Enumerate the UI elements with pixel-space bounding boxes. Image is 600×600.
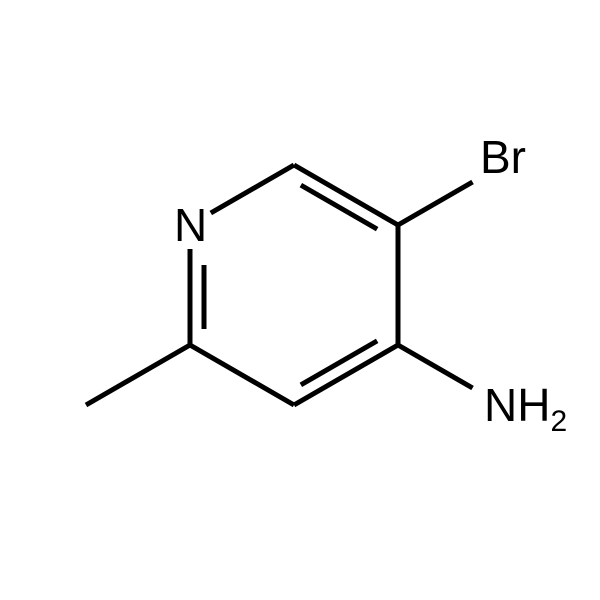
atom-label-N_ring: N [174, 199, 207, 251]
molecule-diagram: N Br NH2 [0, 0, 600, 600]
atom-label-Br: Br [480, 131, 526, 183]
atom-label-NH2: NH2 [484, 379, 567, 438]
